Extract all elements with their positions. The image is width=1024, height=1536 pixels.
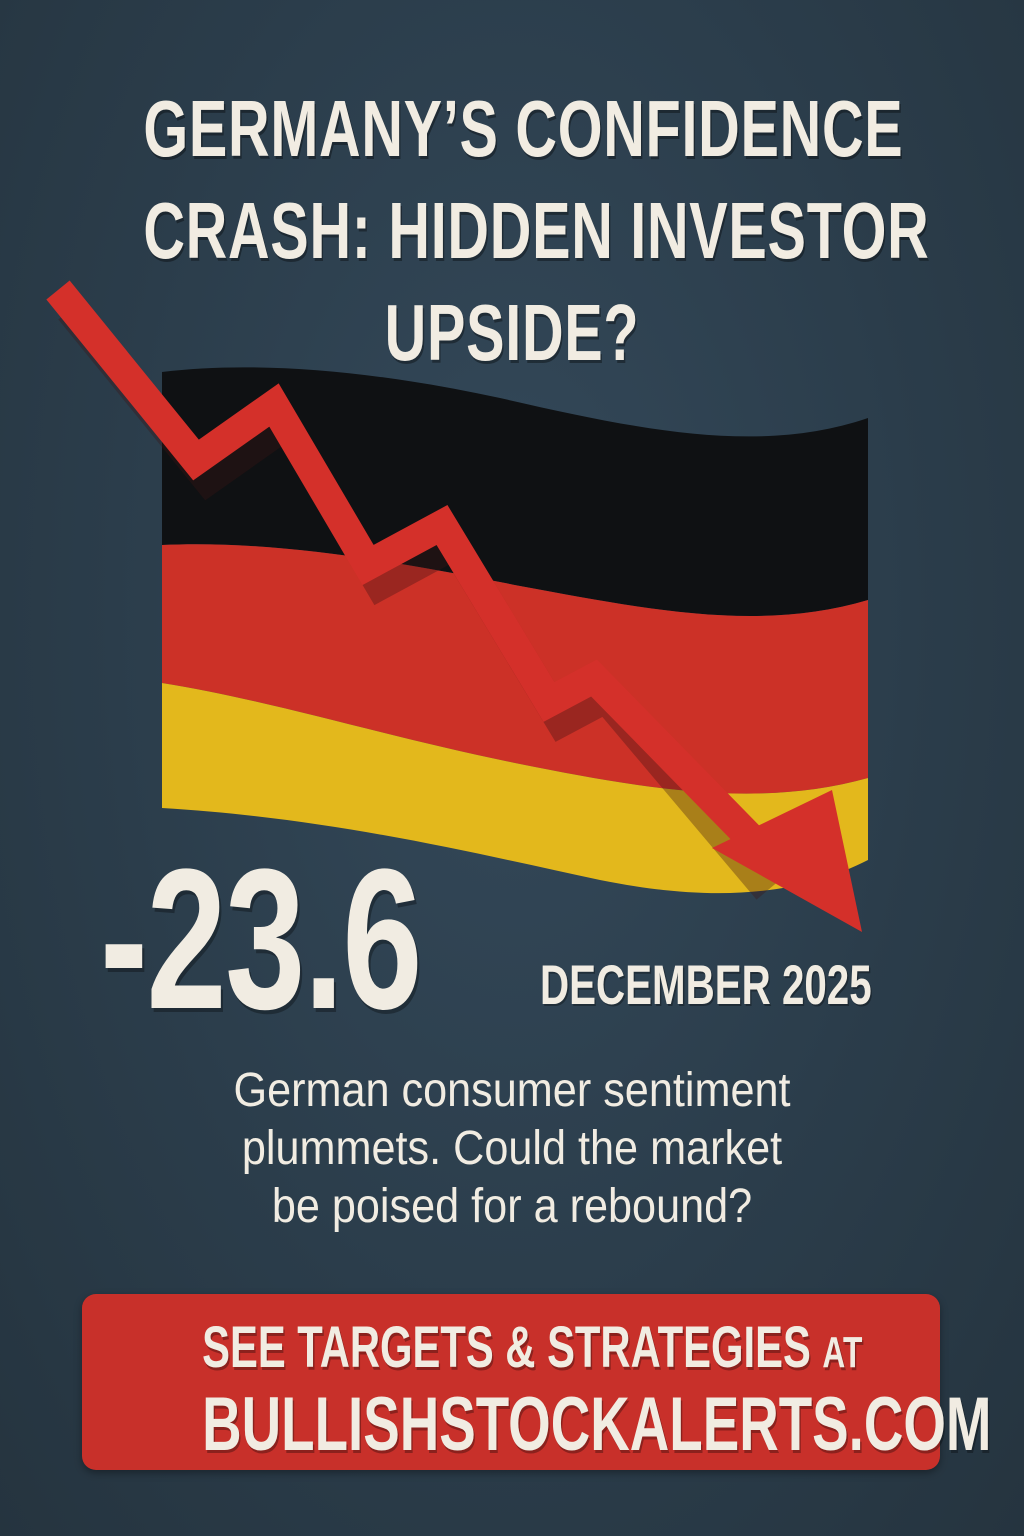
description-line-2: plummets. Could the market [241,1122,783,1175]
description-line-3: be poised for a rebound? [271,1180,753,1233]
cta-line-1-suffix: AT [822,1328,863,1377]
sentiment-value: -23.6 [100,828,422,1051]
cta-button[interactable]: SEE TARGETS & STRATEGIES AT BULLISHSTOCK… [82,1294,992,1470]
headline: GERMANY’S CONFIDENCE CRASH: HIDDEN INVES… [143,78,930,384]
cta-line-1-text: SEE TARGETS & STRATEGIES [202,1315,811,1380]
downtrend-arrow-icon [46,280,862,932]
cta-website: BULLISHSTOCKALERTS.COM [202,1382,992,1467]
period-label: DECEMBER 2025 [540,953,872,1016]
germany-flag-icon [162,367,868,894]
cta-text: SEE TARGETS & STRATEGIES AT BULLISHSTOCK… [202,1315,992,1467]
stat-row: -23.6 DECEMBER 2025 [100,828,960,1051]
headline-line-3: UPSIDE? [384,288,640,377]
description-line-1: German consumer sentiment [233,1064,791,1117]
cta-line-1: SEE TARGETS & STRATEGIES AT [202,1315,862,1385]
description: German consumer sentiment plummets. Coul… [51,1062,973,1236]
headline-line-2: CRASH: HIDDEN INVESTOR [143,186,930,275]
headline-line-1: GERMANY’S CONFIDENCE [143,84,904,173]
